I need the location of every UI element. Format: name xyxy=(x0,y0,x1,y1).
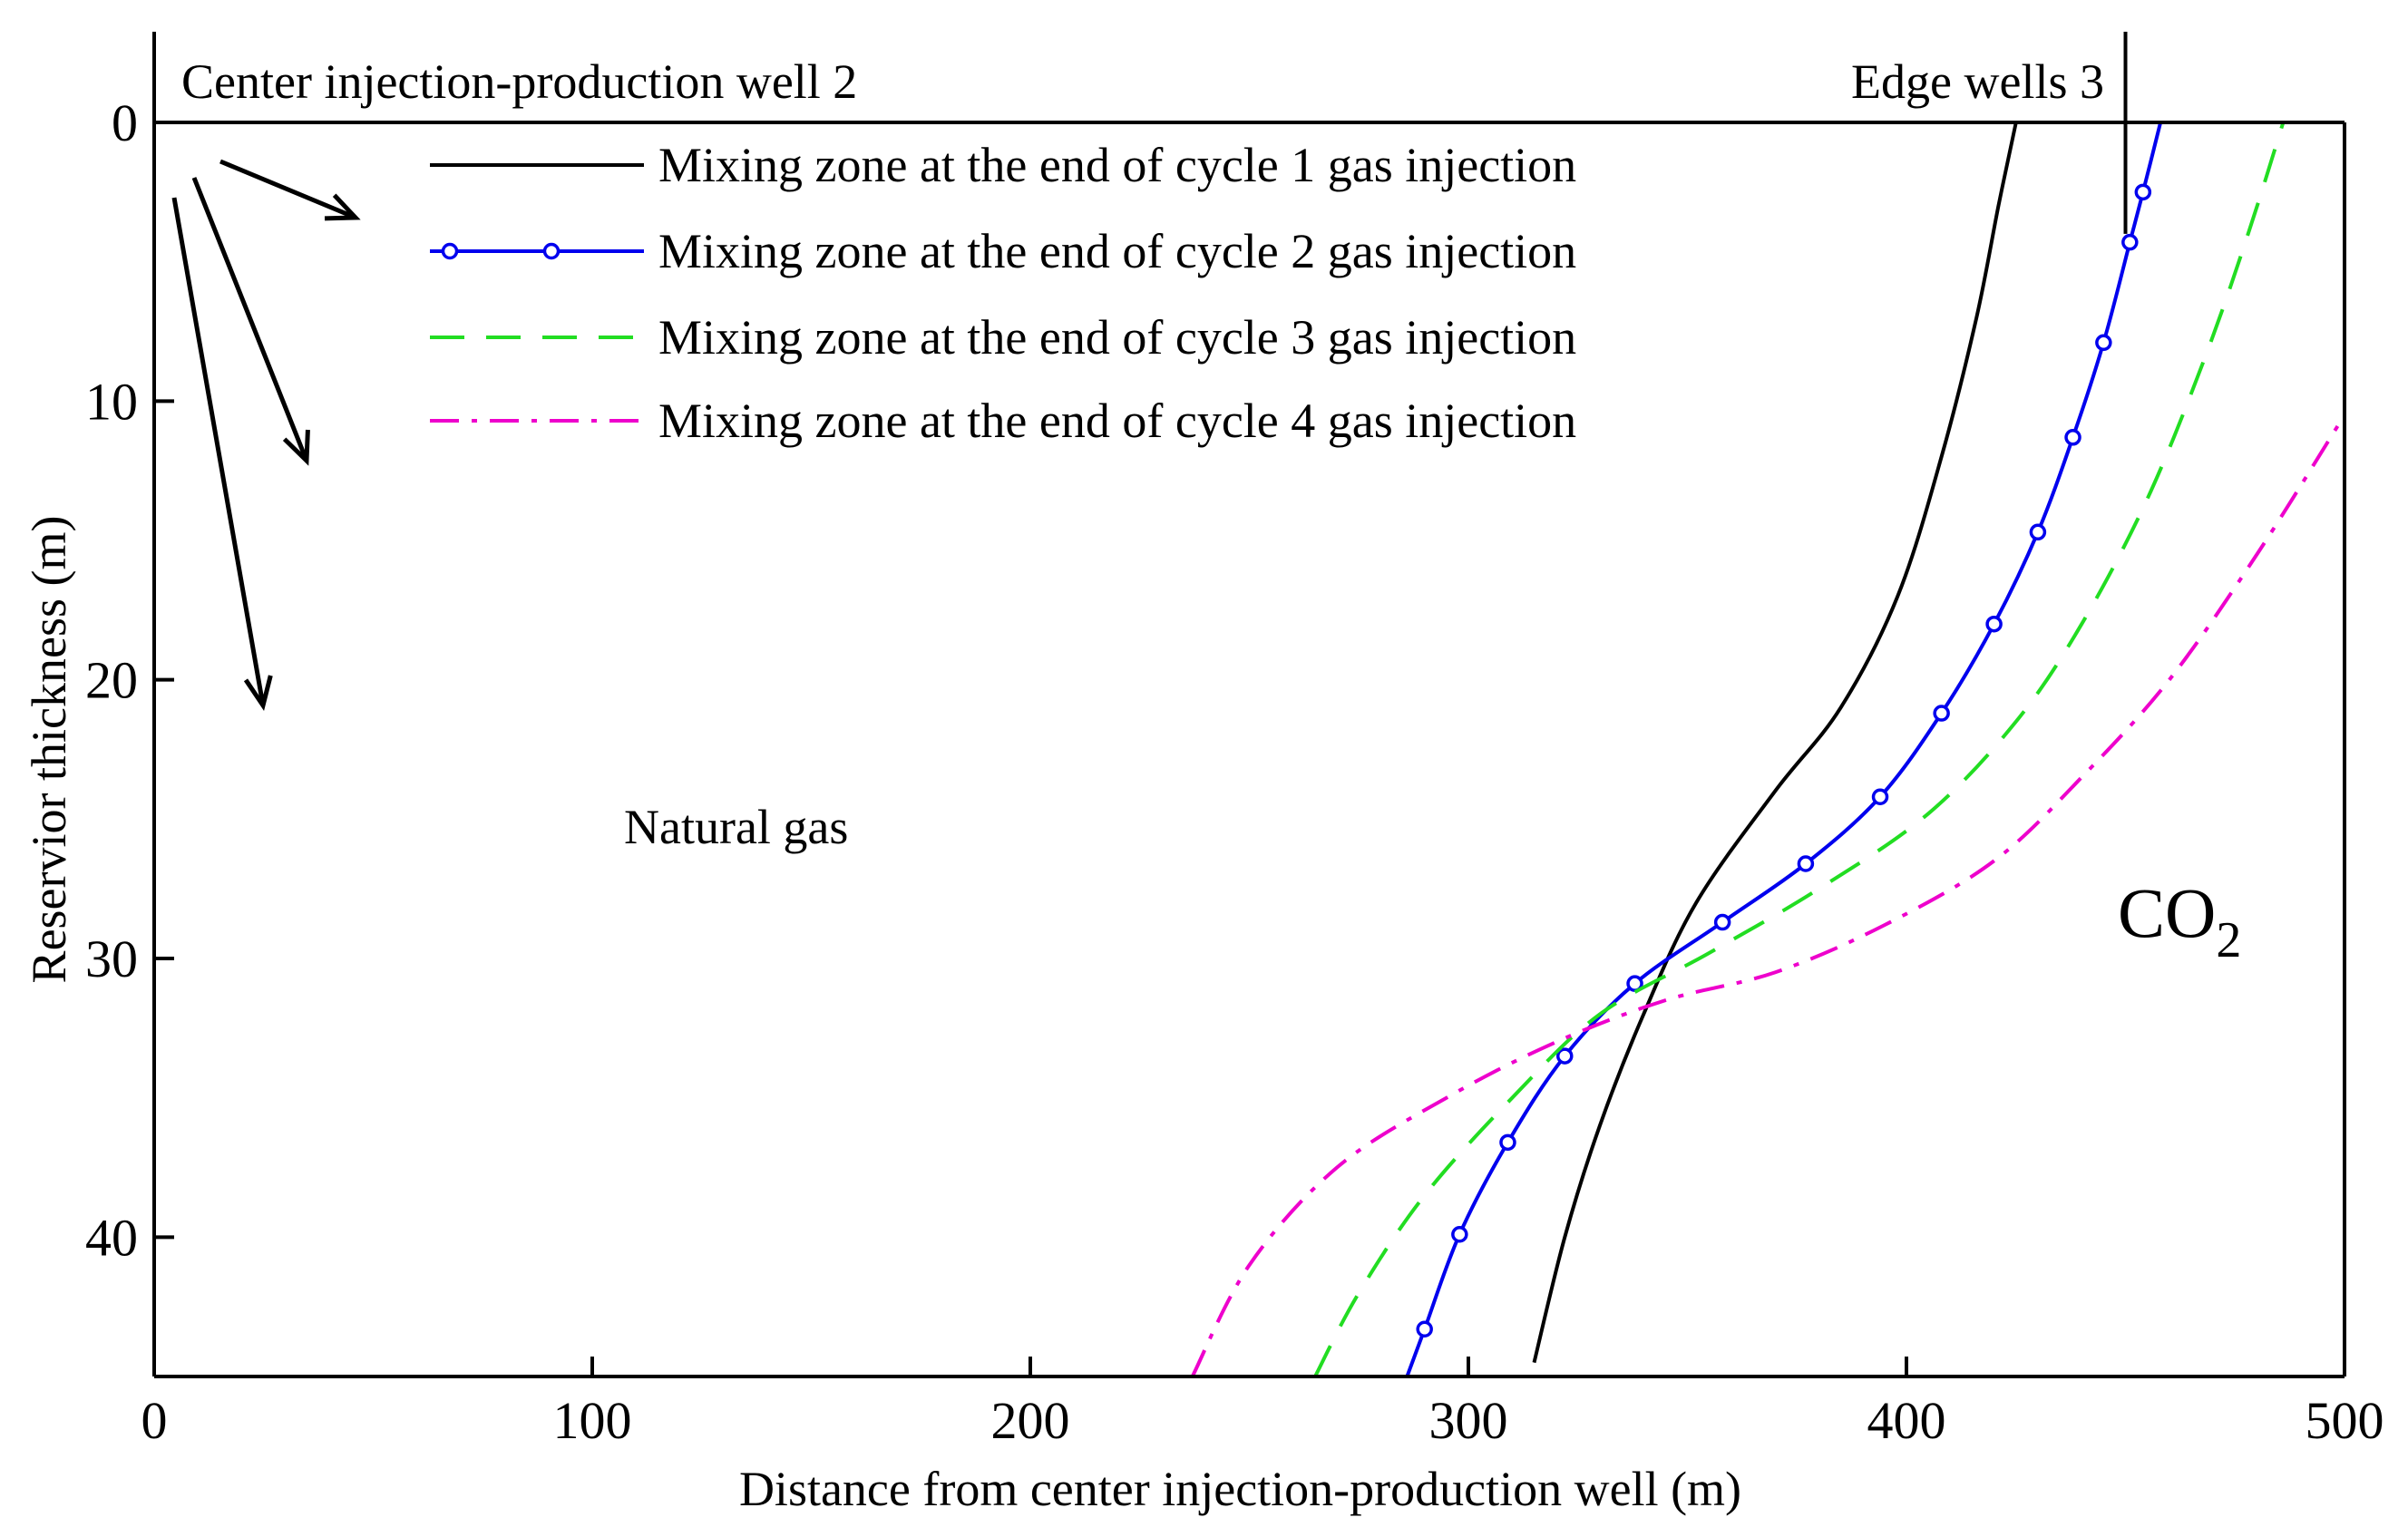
legend-marker xyxy=(441,242,459,260)
data-point-cycle-2 xyxy=(1499,1133,1516,1152)
plot-frame xyxy=(152,32,2346,1378)
annotation-center-well: Center injection-production well 2 xyxy=(181,54,857,109)
data-point-cycle-2 xyxy=(1933,705,1950,722)
x-axis-title: Distance from center injection-productio… xyxy=(739,1462,1741,1516)
data-point-cycle-2 xyxy=(2121,233,2139,251)
y-tick-label: 0 xyxy=(112,93,138,152)
series-lines xyxy=(1190,122,2345,1376)
data-point-cycle-2 xyxy=(1416,1320,1433,1338)
annotation-edge-wells: Edge wells 3 xyxy=(1851,54,2104,109)
data-point-cycle-2 xyxy=(2095,334,2112,352)
legend-label-cycle-3: Mixing zone at the end of cycle 3 gas in… xyxy=(658,310,1576,365)
axis-ticks: 0 100 200 300 400 500 0 10 20 30 40 Distance from c… xyxy=(22,93,2384,1516)
x-tick-label: 300 xyxy=(1429,1391,1508,1450)
legend-label-cycle-2: Mixing zone at the end of cycle 2 gas in… xyxy=(658,224,1576,278)
data-point-cycle-2 xyxy=(1797,855,1815,872)
data-point-cycle-2 xyxy=(1713,913,1731,931)
y-tick-label: 20 xyxy=(85,651,138,710)
data-point-cycle-2 xyxy=(1871,788,1889,805)
data-point-cycle-2 xyxy=(1985,615,2003,633)
series-line-cycle-1 xyxy=(1532,122,2018,1364)
annotation-co2: CO2 xyxy=(2118,873,2241,968)
data-point-cycle-2 xyxy=(1451,1226,1468,1243)
data-point-cycle-2 xyxy=(2029,523,2047,541)
y-tick-label: 30 xyxy=(85,929,138,988)
x-tick-label: 100 xyxy=(553,1391,632,1450)
arrow-line xyxy=(191,177,309,462)
legend-marker xyxy=(542,242,561,260)
legend: Mixing zone at the end of cycle 1 gas in… xyxy=(430,138,1576,448)
x-tick-label: 200 xyxy=(991,1391,1070,1450)
legend-label-cycle-1: Mixing zone at the end of cycle 1 gas in… xyxy=(658,138,1576,192)
data-point-cycle-2 xyxy=(2134,183,2152,201)
arrow-head xyxy=(282,429,310,466)
series-line-cycle-4 xyxy=(1190,413,2345,1376)
legend-label-cycle-4: Mixing zone at the end of cycle 4 gas in… xyxy=(658,394,1576,448)
annotations: Center injection-production well 2 Edge w… xyxy=(171,54,2241,968)
arrow-head xyxy=(243,675,273,712)
x-tick-label: 400 xyxy=(1867,1391,1946,1450)
x-tick-label: 500 xyxy=(2306,1391,2384,1450)
data-point-cycle-2 xyxy=(2064,429,2081,446)
arrow-line xyxy=(171,197,266,706)
annotation-natural-gas: Natural gas xyxy=(624,800,848,854)
arrow-head xyxy=(324,193,361,221)
arrow-line xyxy=(219,159,356,220)
y-tick-label: 40 xyxy=(85,1208,138,1267)
data-point-cycle-2 xyxy=(1556,1047,1574,1065)
x-tick-label: 0 xyxy=(141,1391,168,1450)
y-axis-title: Reservior thickness (m) xyxy=(22,516,76,984)
series-line-cycle-3 xyxy=(1313,122,2286,1376)
y-tick-label: 10 xyxy=(85,372,138,431)
